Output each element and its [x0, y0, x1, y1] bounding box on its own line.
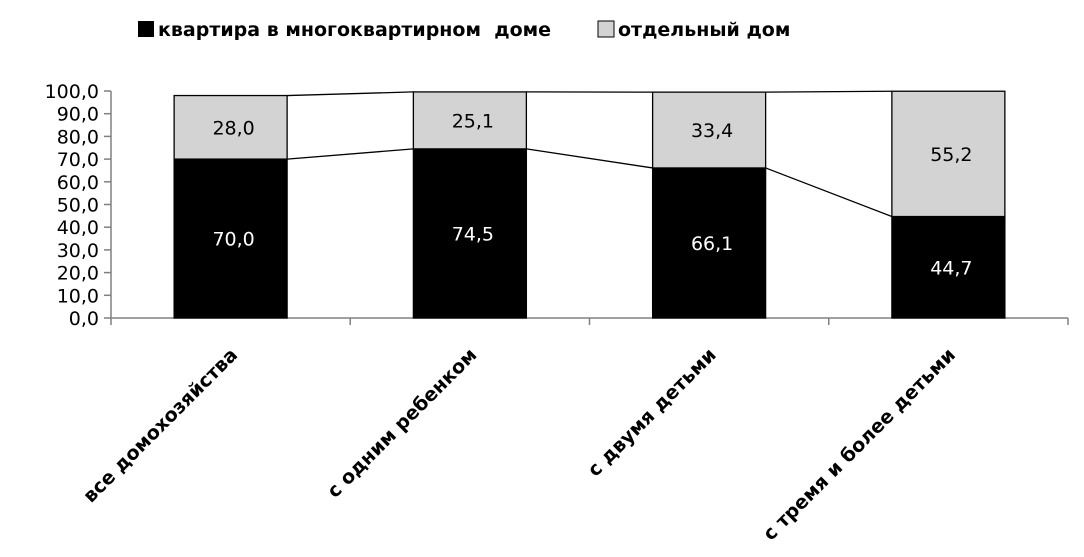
bar-segment	[412, 91, 528, 150]
data-label: 55,2	[930, 144, 972, 166]
x-category-label: с двумя детьми	[583, 344, 720, 481]
series-line	[287, 148, 414, 160]
bar-segment	[891, 90, 1006, 218]
legend-swatch-house	[597, 20, 615, 38]
y-tick-label: 20,0	[57, 263, 99, 285]
data-label: 70,0	[212, 229, 254, 251]
y-tick-label: 70,0	[57, 149, 99, 171]
x-category-label: с тремя и более детьми	[759, 344, 960, 545]
series-line	[526, 148, 653, 169]
legend-label-apartment: квартира в многоквартирном доме	[158, 19, 551, 41]
y-tick-label: 10,0	[57, 285, 99, 307]
bar-segment	[651, 91, 767, 169]
bar-segment	[891, 215, 1006, 319]
legend-label-house: отдельный дом	[618, 19, 790, 41]
x-category-label: с одним ребенком	[323, 344, 481, 502]
bar-segment	[651, 167, 767, 319]
y-tick-label: 80,0	[57, 126, 99, 148]
legend-swatch-apartment	[138, 21, 154, 37]
data-label: 33,4	[691, 120, 733, 142]
data-label: 25,1	[452, 110, 494, 132]
legend: квартира в многоквартирном доме отдельны…	[138, 19, 790, 41]
y-tick-label: 90,0	[57, 104, 99, 126]
data-label: 66,1	[691, 233, 733, 255]
bar-segment	[173, 94, 288, 160]
y-tick-label: 0,0	[69, 308, 99, 330]
series-line	[765, 90, 892, 93]
series-line	[287, 91, 414, 97]
y-tick-label: 40,0	[57, 217, 99, 239]
series-line	[765, 167, 893, 218]
y-tick-label: 60,0	[57, 172, 99, 194]
data-label: 28,0	[212, 117, 254, 139]
x-category-label: все домохозяйства	[79, 344, 242, 507]
data-label: 44,7	[930, 257, 972, 279]
y-tick-label: 50,0	[57, 195, 99, 217]
y-tick-label: 100,0	[45, 81, 99, 103]
y-tick-label: 30,0	[57, 240, 99, 262]
data-label: 74,5	[452, 223, 494, 245]
